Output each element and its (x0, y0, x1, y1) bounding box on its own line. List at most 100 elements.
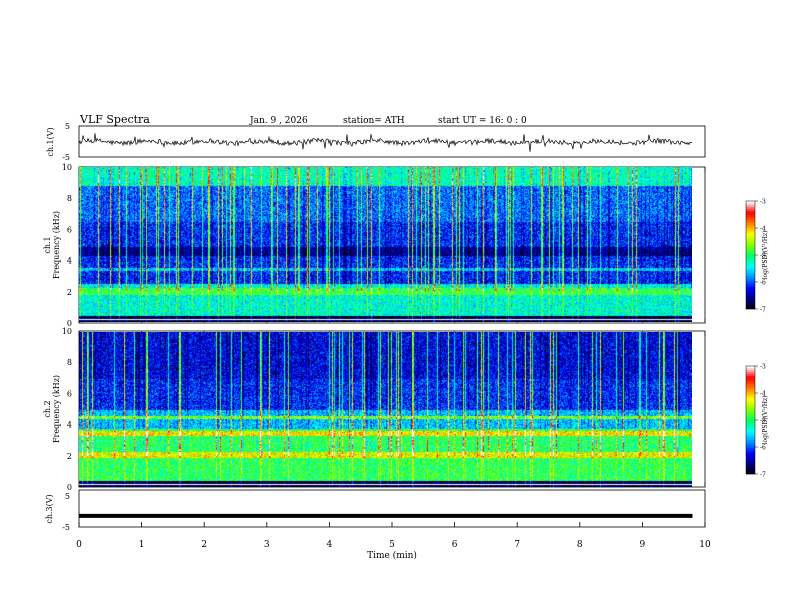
ch1-waveform-line (78, 133, 693, 152)
colorbar-swatch (746, 468, 755, 471)
colorbar-swatch (746, 382, 755, 385)
x-tick-label: 5 (389, 540, 395, 550)
ch3-waveform-panel: 5 -5 ch.3(V) (45, 489, 706, 532)
colorbar-swatch (746, 269, 755, 272)
colorbar-swatch (746, 458, 755, 461)
ch1-colorbar: -3 -4 -5 -6 -7 (745, 199, 766, 314)
y-tick-label: 10 (62, 163, 72, 172)
colorbar-tick-label: -5 (760, 253, 766, 260)
colorbar-swatch (746, 396, 755, 399)
colorbar-swatch (746, 412, 755, 415)
colorbar-swatch (746, 414, 755, 417)
colorbar-swatch (746, 372, 755, 375)
colorbar-swatch (746, 279, 755, 282)
start-time-label: start UT = 16: 0 : 0 (438, 116, 527, 126)
ch1-spectrogram-image (79, 167, 692, 322)
colorbar-tick-label: -7 (760, 307, 766, 314)
colorbar-swatch (746, 241, 755, 244)
colorbar-swatch (746, 428, 755, 431)
colorbar-swatch (746, 402, 755, 405)
y-tick-label: 2 (67, 452, 72, 461)
ch3-ytick-bottom: -5 (62, 523, 70, 532)
colorbar-swatch (746, 470, 755, 473)
colorbar-swatch (746, 297, 755, 300)
figure-title: VLF Spectra (79, 113, 150, 126)
colorbar-swatch (746, 378, 755, 381)
colorbar-swatch (746, 392, 755, 395)
colorbar-swatch (746, 265, 755, 268)
colorbar-tick-label: -5 (760, 418, 766, 425)
ch1-ytick-top: 5 (65, 122, 70, 131)
x-tick-label: 4 (327, 540, 333, 550)
colorbar-swatch (746, 259, 755, 262)
colorbar-swatch (746, 444, 755, 447)
colorbar-swatch (746, 251, 755, 254)
colorbar-swatch (746, 438, 755, 441)
colorbar-tick-label: -4 (760, 391, 766, 398)
y-tick-label: 8 (67, 358, 72, 367)
y-tick-label: 10 (62, 327, 72, 336)
colorbar-swatch (746, 303, 755, 306)
colorbar-swatch (746, 454, 755, 457)
ch2-spec-ylabel-frequency: Frequency (kHz) (52, 375, 61, 443)
date-label: Jan. 9 , 2026 (249, 116, 308, 126)
colorbar-swatch (746, 422, 755, 425)
x-tick-label: 9 (640, 540, 646, 550)
colorbar-swatch (746, 472, 755, 475)
ch3-ytick-top: 5 (65, 492, 70, 501)
x-tick-label: 10 (699, 540, 711, 550)
y-tick-label: 6 (67, 225, 72, 234)
colorbar-swatch (746, 307, 755, 310)
colorbar-swatch (746, 211, 755, 214)
colorbar-swatch (746, 285, 755, 288)
colorbar-swatch (746, 448, 755, 451)
colorbar-swatch (746, 301, 755, 304)
ch1-colorbar-label: log(PSD)(V²/Hz) (762, 231, 769, 280)
colorbar-swatch (746, 446, 755, 449)
ch2-colorbar-label: log(PSD)(V²/Hz) (762, 396, 769, 445)
time-axis-label: Time (min) (367, 550, 417, 561)
x-tick-label: 8 (577, 540, 583, 550)
colorbar-swatch (746, 203, 755, 206)
colorbar-swatch (746, 287, 755, 290)
x-tick-label: 7 (514, 540, 520, 550)
colorbar-swatch (746, 420, 755, 423)
colorbar-swatch (746, 466, 755, 469)
colorbar-swatch (746, 207, 755, 210)
colorbar-swatch (746, 253, 755, 256)
colorbar-swatch (746, 388, 755, 391)
colorbar-swatch (746, 231, 755, 234)
colorbar-swatch (746, 452, 755, 455)
colorbar-swatch (746, 205, 755, 208)
y-tick-label: 0 (67, 319, 72, 328)
colorbar-swatch (746, 430, 755, 433)
colorbar-swatch (746, 255, 755, 258)
ch1-waveform-panel: 5 -5 ch.1(V) (46, 122, 706, 162)
colorbar-swatch (746, 434, 755, 437)
colorbar-swatch (746, 217, 755, 220)
colorbar-swatch (746, 384, 755, 387)
colorbar-swatch (746, 299, 755, 302)
colorbar-swatch (746, 390, 755, 393)
colorbar-swatch (746, 201, 755, 204)
colorbar-swatch (746, 424, 755, 427)
colorbar-swatch (746, 209, 755, 212)
colorbar-tick-label: -3 (760, 199, 766, 206)
colorbar-swatch (746, 277, 755, 280)
colorbar-swatch (746, 267, 755, 270)
colorbar-swatch (746, 245, 755, 248)
colorbar-swatch (746, 237, 755, 240)
colorbar-tick-label: -6 (760, 280, 766, 287)
colorbar-swatch (746, 370, 755, 373)
colorbar-swatch (746, 394, 755, 397)
colorbar-swatch (746, 291, 755, 294)
colorbar-swatch (746, 386, 755, 389)
colorbar-swatch (746, 406, 755, 409)
colorbar-swatch (746, 404, 755, 407)
y-tick-label: 4 (67, 421, 72, 430)
colorbar-swatch (746, 410, 755, 413)
colorbar-swatch (746, 239, 755, 242)
colorbar-swatch (746, 283, 755, 286)
colorbar-swatch (746, 227, 755, 230)
colorbar-swatch (746, 440, 755, 443)
